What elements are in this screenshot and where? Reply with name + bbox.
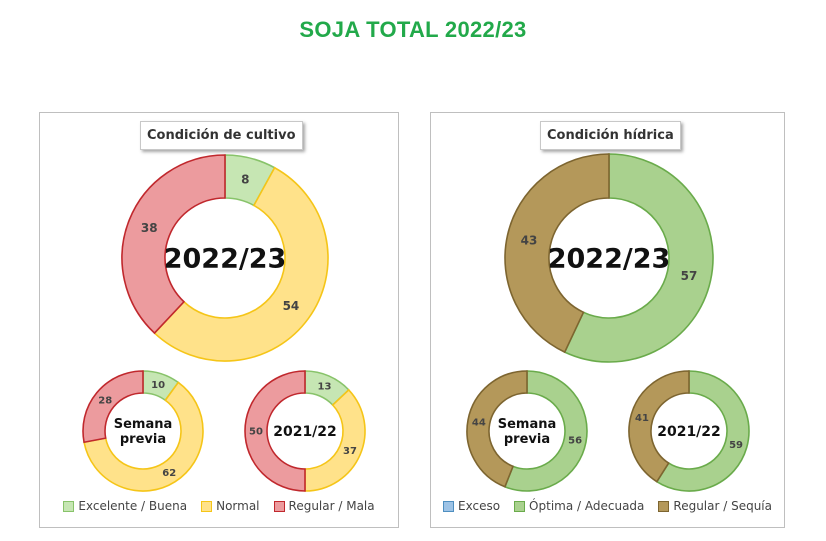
legend-item-exceso: Exceso: [443, 499, 500, 513]
legend-swatch: [273, 500, 285, 512]
donut-center-label: 2021/22: [273, 424, 337, 440]
donut-slice: [82, 370, 144, 444]
legend-label: Exceso: [458, 499, 501, 513]
panel-title-hidrica: Condición hídrica: [540, 121, 681, 150]
donut-slice: [503, 370, 588, 492]
legend-swatch: [514, 500, 526, 512]
panel-condicion-hidrica: Condición hídrica -57432022/23-5644Seman…: [430, 112, 785, 528]
data-label: 62: [162, 468, 176, 479]
data-label: 44: [472, 417, 486, 428]
legend-item-excelente-buena: Excelente / Buena: [63, 499, 187, 513]
data-label: 10: [151, 380, 165, 391]
donut-center-label: Semana: [114, 417, 173, 432]
legend-label: Regular / Mala: [288, 499, 375, 513]
panel-condicion-cultivo: Condición de cultivo 8 54 38 2022/23 10 62 28 S…: [39, 112, 399, 528]
page-title: SOJA TOTAL 2022/23: [299, 17, 527, 42]
donut-0: 8 54 38 2022/23: [121, 154, 329, 362]
legend-label: Regular / Sequía: [673, 499, 772, 513]
data-label: 28: [98, 395, 112, 406]
donut-slice: [563, 153, 714, 363]
donut-slice: [655, 370, 750, 492]
data-label: 8: [241, 172, 249, 186]
legend-item-normal: Normal: [201, 499, 260, 513]
legend-swatch: [658, 500, 670, 512]
data-label: 37: [343, 446, 357, 457]
data-label: 56: [568, 436, 582, 447]
data-label: 57: [681, 269, 698, 283]
legend-cultivo: Excelente / Buena Normal Regular / Mala: [40, 499, 398, 513]
data-label: 38: [141, 221, 158, 235]
legend-hidrica: Exceso Óptima / Adecuada Regular / Sequí…: [431, 499, 784, 513]
donut-center-label: previa: [504, 432, 550, 447]
donut-slice: [244, 370, 306, 492]
donut-slice: [466, 370, 528, 488]
donut-center-label: 2021/22: [657, 424, 721, 440]
data-label: 43: [521, 233, 538, 247]
legend-item-regular-mala: Regular / Mala: [273, 499, 375, 513]
donut-2: 059412021/22: [628, 370, 750, 492]
legend-swatch: [201, 500, 213, 512]
legend-item-optima-adecuada: Óptima / Adecuada: [514, 499, 644, 513]
chart-condicion-hidrica: -57432022/23-5644Semanaprevia059412021/2…: [466, 153, 750, 492]
donut-center-label: Semana: [498, 417, 557, 432]
data-label: 50: [249, 427, 263, 438]
data-label: 13: [317, 382, 331, 393]
legend-item-regular-sequia: Regular / Sequía: [658, 499, 772, 513]
donut-slice: [83, 381, 204, 492]
donut-center-label: previa: [120, 432, 166, 447]
donut-slice: [504, 153, 610, 354]
data-label: 41: [635, 413, 649, 424]
donut-slice: [153, 166, 329, 362]
legend-label: Óptima / Adecuada: [529, 499, 645, 513]
legend-label: Excelente / Buena: [78, 499, 188, 513]
donut-2: 13 37 50 2021/22: [244, 370, 366, 492]
data-label: 59: [729, 440, 743, 451]
donut-center-label: 2022/23: [164, 243, 287, 274]
donut-slice: [628, 370, 690, 483]
legend-swatch: [443, 500, 454, 512]
legend-label: Normal: [216, 499, 260, 513]
donut-center-label: 2022/23: [548, 243, 671, 274]
legend-swatch: [63, 500, 75, 512]
data-label: 54: [283, 299, 300, 313]
donut-slice: [304, 388, 366, 492]
panel-title-cultivo: Condición de cultivo: [140, 121, 303, 150]
donut-slice: [121, 154, 226, 335]
